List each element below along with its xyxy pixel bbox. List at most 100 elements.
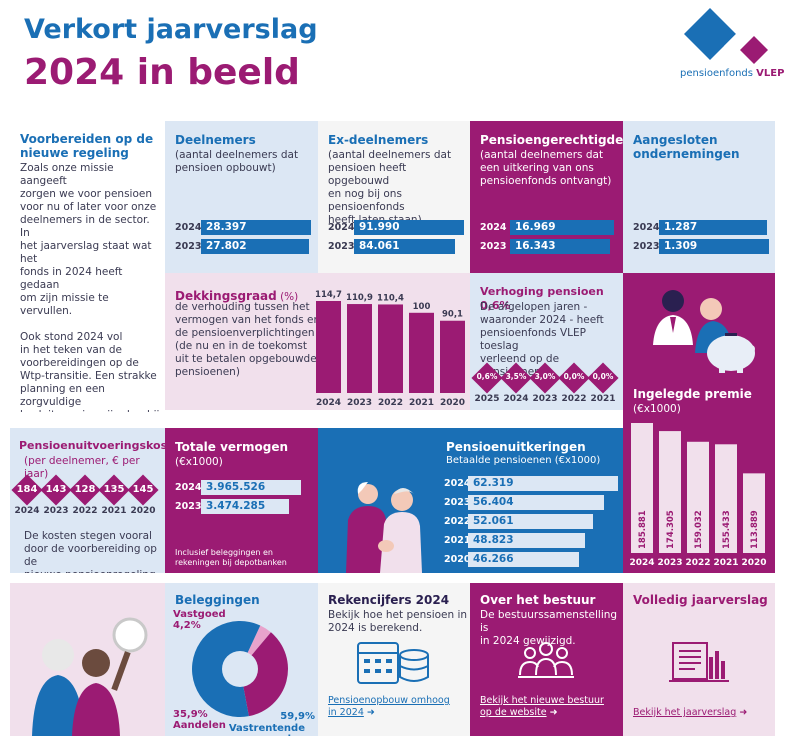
rekencijfers-description: Bekijk hoe het pensioen in 2024 is bereke… [328,609,467,635]
intro-p2-line: in het teken van de [20,344,122,356]
exdeelnemers-sub-line: en nog bij ons pensioenfonds [328,188,405,213]
intro-p1-line: voor nu of later voor onze [20,201,157,213]
chart-data-label: 185.881 [638,510,648,549]
chart-tick-label: 2023 [657,558,682,568]
chart-data-label: 159.032 [694,510,704,549]
jaarverslag-link-text[interactable]: Bekijk het jaarverslag [633,707,737,718]
bar-year-label: 2024 [480,222,507,233]
kosten-note-line: door de voorbereiding op de [24,543,157,568]
logo-text: pensioenfonds VLEP [680,68,784,79]
pie-label: Vastrentende [229,723,305,734]
intro-p2-line: besluitvorming zijn daarbij [20,409,162,412]
diamond-year: 2021 [101,506,127,516]
intro-p1-line: het jaarverslag staat wat het [20,240,152,265]
diamond-value: 0,6% [476,372,498,381]
intro-p2-line: voorbereidingen op de [20,357,139,369]
value-bar: 3.474.285 [201,499,289,514]
intro-p1-line: Zoals onze missie aangeeft [20,162,114,187]
uitkeringen-title: Pensioenuitkeringen [446,440,586,454]
dekkingsgraad-desc-line: vermogen van het fonds en [175,314,321,326]
bestuur-link-line2[interactable]: op de website [480,707,547,718]
chart-bar [687,441,709,553]
bestuur-card: Over het bestuur De bestuurssamenstellin… [470,583,623,736]
rekencijfers-link-line1[interactable]: Pensioenopbouw omhoog [328,695,450,706]
pie-label: 35,9% [173,709,208,720]
chart-bar [440,320,465,393]
document-icon [669,642,729,682]
deelnemers-card: Deelnemers (aantal deelnemers dat pensioe… [165,121,318,273]
verhoging-desc-line: pensioenfonds VLEP toeslag [480,327,586,352]
bar-year-label: 2024 [175,482,202,493]
diamond-value: 3,5% [505,372,527,381]
page-subtitle: 2024 in beeld [24,52,300,93]
gerechtigden-title: Pensioengerechtigden [480,133,623,147]
diamond-year: 2022 [72,506,98,516]
chart-tick-label: 2023 [347,398,372,408]
chart-bar [347,304,372,393]
dekkingsgraad-desc-line: pensioenen) [175,366,240,378]
dekkingsgraad-desc-line: de pensioenverplichtingen [175,327,315,339]
diamond-value: 3,0% [534,372,556,381]
bestuur-description: De bestuurssamenstelling is in 2024 gewij… [480,609,623,648]
rekencijfers-desc-line: Bekijk hoe het pensioen in [328,609,468,621]
diamond-year: 2024 [14,506,40,516]
chart-tick-label: 2022 [685,558,710,568]
diamond-year: 2025 [474,394,500,404]
arrow-right-icon: ➜ [549,707,558,718]
jaarverslag-card: Volledig jaarverslag Bekijk het jaarvers… [623,583,775,736]
pie-label: Aandelen [173,720,226,731]
chart-bar [743,473,765,553]
exdeelnemers-sub-line: (aantal deelnemers dat [328,149,452,161]
gerechtigden-subtitle: (aantal deelnemers dat een uitkering van … [480,149,611,188]
rekencijfers-link-line2[interactable]: in 2024 [328,707,364,718]
people-group-icon [518,642,574,678]
vermogen-note-line: rekeningen bij depotbanken [175,558,287,567]
gerechtigden-card: Pensioengerechtigden (aantal deelnemers … [470,121,623,273]
ondernemingen-title-line: ondernemingen [633,147,740,161]
value-bar: 46.266 [468,552,579,567]
bestuur-link[interactable]: Bekijk het nieuwe bestuur op de website … [480,695,604,719]
bar-year-label: 2023 [480,241,507,252]
chart-data-label: 174.305 [666,510,676,549]
arrow-right-icon: ➜ [366,707,375,718]
value-bar: 3.965.526 [201,480,301,495]
kosten-note-line: nieuwe pensioenregeling. [24,569,165,573]
vermogen-title: Totale vermogen [175,440,288,454]
diamond-year: 2021 [590,394,616,404]
rekencijfers-card: Rekencijfers 2024 Bekijk hoe het pensioe… [318,583,470,736]
verhoging-description: De afgelopen jaren - waaronder 2024 - hee… [480,301,623,379]
pie-label: 4,2% [173,620,201,631]
value-bar: 16.343 [510,239,610,254]
chart-tick-label: 2024 [316,398,341,408]
chart-bar [316,301,341,393]
exdeelnemers-title: Ex-deelnemers [328,133,429,147]
chart-bar [659,431,681,553]
vermogen-note-line: Inclusief beleggingen en [175,548,273,557]
bestuur-desc-line: De bestuurssamenstelling is [480,609,618,634]
piggy-bank-icon [653,290,755,373]
pie-label: 59,9% [280,711,315,722]
jaarverslag-link[interactable]: Bekijk het jaarverslag ➜ [633,707,747,718]
bar-year-label: 2020 [444,554,471,565]
deelnemers-sub-line: pensioen opbouwt) [175,162,276,174]
intro-paragraph-1: Zoals onze missie aangeeft zorgen we voor… [20,162,162,318]
bar-year-label: 2024 [444,478,471,489]
bar-year-label: 2024 [175,222,202,233]
beleggingen-title: Beleggingen [175,593,260,607]
deelnemers-title: Deelnemers [175,133,256,147]
chart-bar [409,312,434,393]
intro-section: Voorbereiden op de nieuwe regeling Zoals… [20,132,162,412]
couple-illustration-icon [346,482,422,573]
intro-paragraph-2: Ook stond 2024 vol in het teken van de voo… [20,331,162,412]
exdeelnemers-sub-line: pensioen heeft opgebouwd [328,162,407,187]
value-bar: 62.319 [468,476,618,491]
bestuur-link-line1[interactable]: Bekijk het nieuwe bestuur [480,695,604,706]
rekencijfers-link[interactable]: Pensioenopbouw omhoog in 2024 ➜ [328,695,450,719]
diamond-year: 2020 [130,506,156,516]
logo-text-a: pensioenfonds [680,68,757,79]
chart-data-label: 155.433 [722,510,732,549]
exdeelnemers-subtitle: (aantal deelnemers dat pensioen heeft opg… [328,149,470,227]
diamond-value: 135 [103,484,125,495]
value-bar: 27.802 [201,239,309,254]
